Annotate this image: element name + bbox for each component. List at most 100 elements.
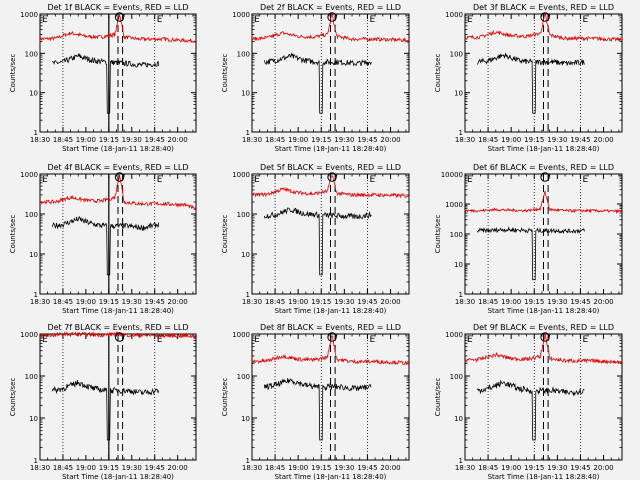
x-axis-label: Start Time (18-Jan-11 18:28:40) — [62, 473, 174, 480]
x-tick-label: 18:30 — [30, 464, 50, 472]
x-tick-label: 19:15 — [99, 298, 119, 306]
y-tick-label: 100 — [450, 373, 463, 381]
y-tick-label: 10 — [454, 415, 463, 423]
y-tick-label: 1000 — [232, 11, 250, 19]
x-tick-label: 19:00 — [501, 298, 521, 306]
y-tick-label: 10 — [241, 415, 250, 423]
panel-det-7f: Det 7f BLACK = Events, RED = LLD 1 10 100 10… — [9, 323, 197, 480]
peak-circle-marker — [327, 12, 337, 22]
x-tick-label: 19:15 — [524, 464, 544, 472]
panel-det-6f: Det 6f BLACK = Events, RED = LLD 1 10 100 10… — [434, 163, 623, 315]
x-axis-label: Start Time (18-Jan-11 18:28:40) — [62, 307, 174, 315]
peak-circle-marker — [327, 332, 337, 342]
panel-title: Det 3f BLACK = Events, RED = LLD — [473, 3, 614, 12]
y-tick-label: 1000 — [20, 331, 38, 339]
x-tick-label: 20:00 — [593, 136, 613, 144]
plot-frame — [464, 333, 623, 461]
y-tick-label: 1 — [34, 291, 38, 299]
panel-title: Det 1f BLACK = Events, RED = LLD — [47, 3, 188, 12]
y-tick-label: 100 — [25, 211, 38, 219]
events-series-line — [51, 380, 160, 441]
x-tick-label: 18:30 — [242, 136, 262, 144]
events-series-line — [263, 207, 372, 276]
events-series-line — [263, 52, 372, 114]
x-tick-label: 19:45 — [145, 136, 165, 144]
y-tick-label: 1 — [459, 291, 463, 299]
y-tick-label: 10 — [454, 90, 463, 98]
y-tick-label: 10000 — [441, 171, 463, 179]
panel-det-4f: Det 4f BLACK = Events, RED = LLD 1 10 100 10… — [9, 163, 197, 315]
x-tick-label: 18:30 — [30, 136, 50, 144]
e-marker-right: E — [157, 175, 163, 185]
y-tick-label: 1 — [459, 129, 463, 137]
x-tick-label: 18:45 — [53, 298, 73, 306]
panel-title: Det 8f BLACK = Events, RED = LLD — [260, 323, 401, 332]
x-tick-label: 19:45 — [570, 136, 590, 144]
y-axis-label: Counts/sec — [434, 378, 442, 417]
y-tick-label: 10 — [241, 90, 250, 98]
x-tick-label: 18:45 — [478, 136, 498, 144]
y-tick-label: 1000 — [445, 201, 463, 209]
x-tick-label: 19:45 — [145, 464, 165, 472]
y-tick-label: 1000 — [445, 331, 463, 339]
y-tick-label: 100 — [237, 50, 250, 58]
y-tick-label: 100 — [237, 373, 250, 381]
x-tick-label: 19:30 — [122, 136, 142, 144]
x-tick-label: 19:30 — [547, 298, 567, 306]
peak-circle-marker — [540, 12, 550, 22]
y-tick-label: 1000 — [445, 11, 463, 19]
panel-det-9f: Det 9f BLACK = Events, RED = LLD 1 10 100 10… — [434, 323, 623, 480]
x-tick-label: 19:00 — [501, 464, 521, 472]
x-tick-label: 18:45 — [53, 136, 73, 144]
panel-title: Det 5f BLACK = Events, RED = LLD — [260, 163, 401, 172]
y-tick-label: 1 — [246, 457, 250, 465]
events-series-line — [476, 52, 585, 114]
x-tick-label: 19:15 — [99, 136, 119, 144]
peak-circle-marker — [540, 172, 550, 182]
x-tick-label: 19:45 — [357, 136, 377, 144]
lld-series-line — [464, 333, 622, 365]
x-tick-label: 19:45 — [570, 298, 590, 306]
e-marker-right: E — [582, 15, 588, 25]
x-tick-label: 20:00 — [593, 298, 613, 306]
e-marker-right: E — [582, 175, 588, 185]
x-tick-label: 19:15 — [524, 298, 544, 306]
panel-title: Det 2f BLACK = Events, RED = LLD — [260, 3, 401, 12]
y-tick-label: 100 — [25, 50, 38, 58]
plot-frame — [39, 333, 197, 461]
x-tick-label: 19:00 — [288, 464, 308, 472]
x-tick-label: 18:30 — [455, 464, 475, 472]
x-tick-label: 18:30 — [242, 464, 262, 472]
y-axis-label: Counts/sec — [434, 54, 442, 93]
events-series-line — [476, 379, 585, 441]
y-tick-label: 10 — [29, 251, 38, 259]
e-marker-left: E — [467, 175, 473, 185]
e-marker-right: E — [369, 15, 375, 25]
lld-series-line — [39, 331, 196, 339]
x-tick-label: 20:00 — [168, 298, 188, 306]
y-axis-label: Counts/sec — [434, 215, 442, 254]
y-tick-label: 1 — [34, 129, 38, 137]
y-tick-label: 1 — [459, 457, 463, 465]
y-tick-label: 1000 — [232, 171, 250, 179]
e-marker-right: E — [582, 335, 588, 345]
events-series-line — [51, 215, 160, 276]
x-tick-label: 19:15 — [311, 298, 331, 306]
x-tick-label: 18:45 — [53, 464, 73, 472]
y-tick-label: 1 — [246, 129, 250, 137]
x-tick-label: 19:30 — [122, 298, 142, 306]
panel-det-1f: Det 1f BLACK = Events, RED = LLD 1 10 100 10… — [9, 3, 197, 153]
x-axis-label: Start Time (18-Jan-11 18:28:40) — [488, 307, 600, 315]
y-tick-label: 10 — [29, 90, 38, 98]
e-marker-left: E — [254, 335, 260, 345]
y-tick-label: 10 — [241, 251, 250, 259]
y-tick-label: 1000 — [232, 331, 250, 339]
x-tick-label: 18:45 — [478, 464, 498, 472]
x-tick-label: 19:00 — [76, 136, 96, 144]
peak-circle-marker — [114, 172, 125, 182]
y-tick-label: 100 — [25, 373, 38, 381]
y-tick-label: 10 — [454, 261, 463, 269]
x-tick-label: 20:00 — [380, 298, 400, 306]
lld-series-line — [464, 12, 622, 42]
